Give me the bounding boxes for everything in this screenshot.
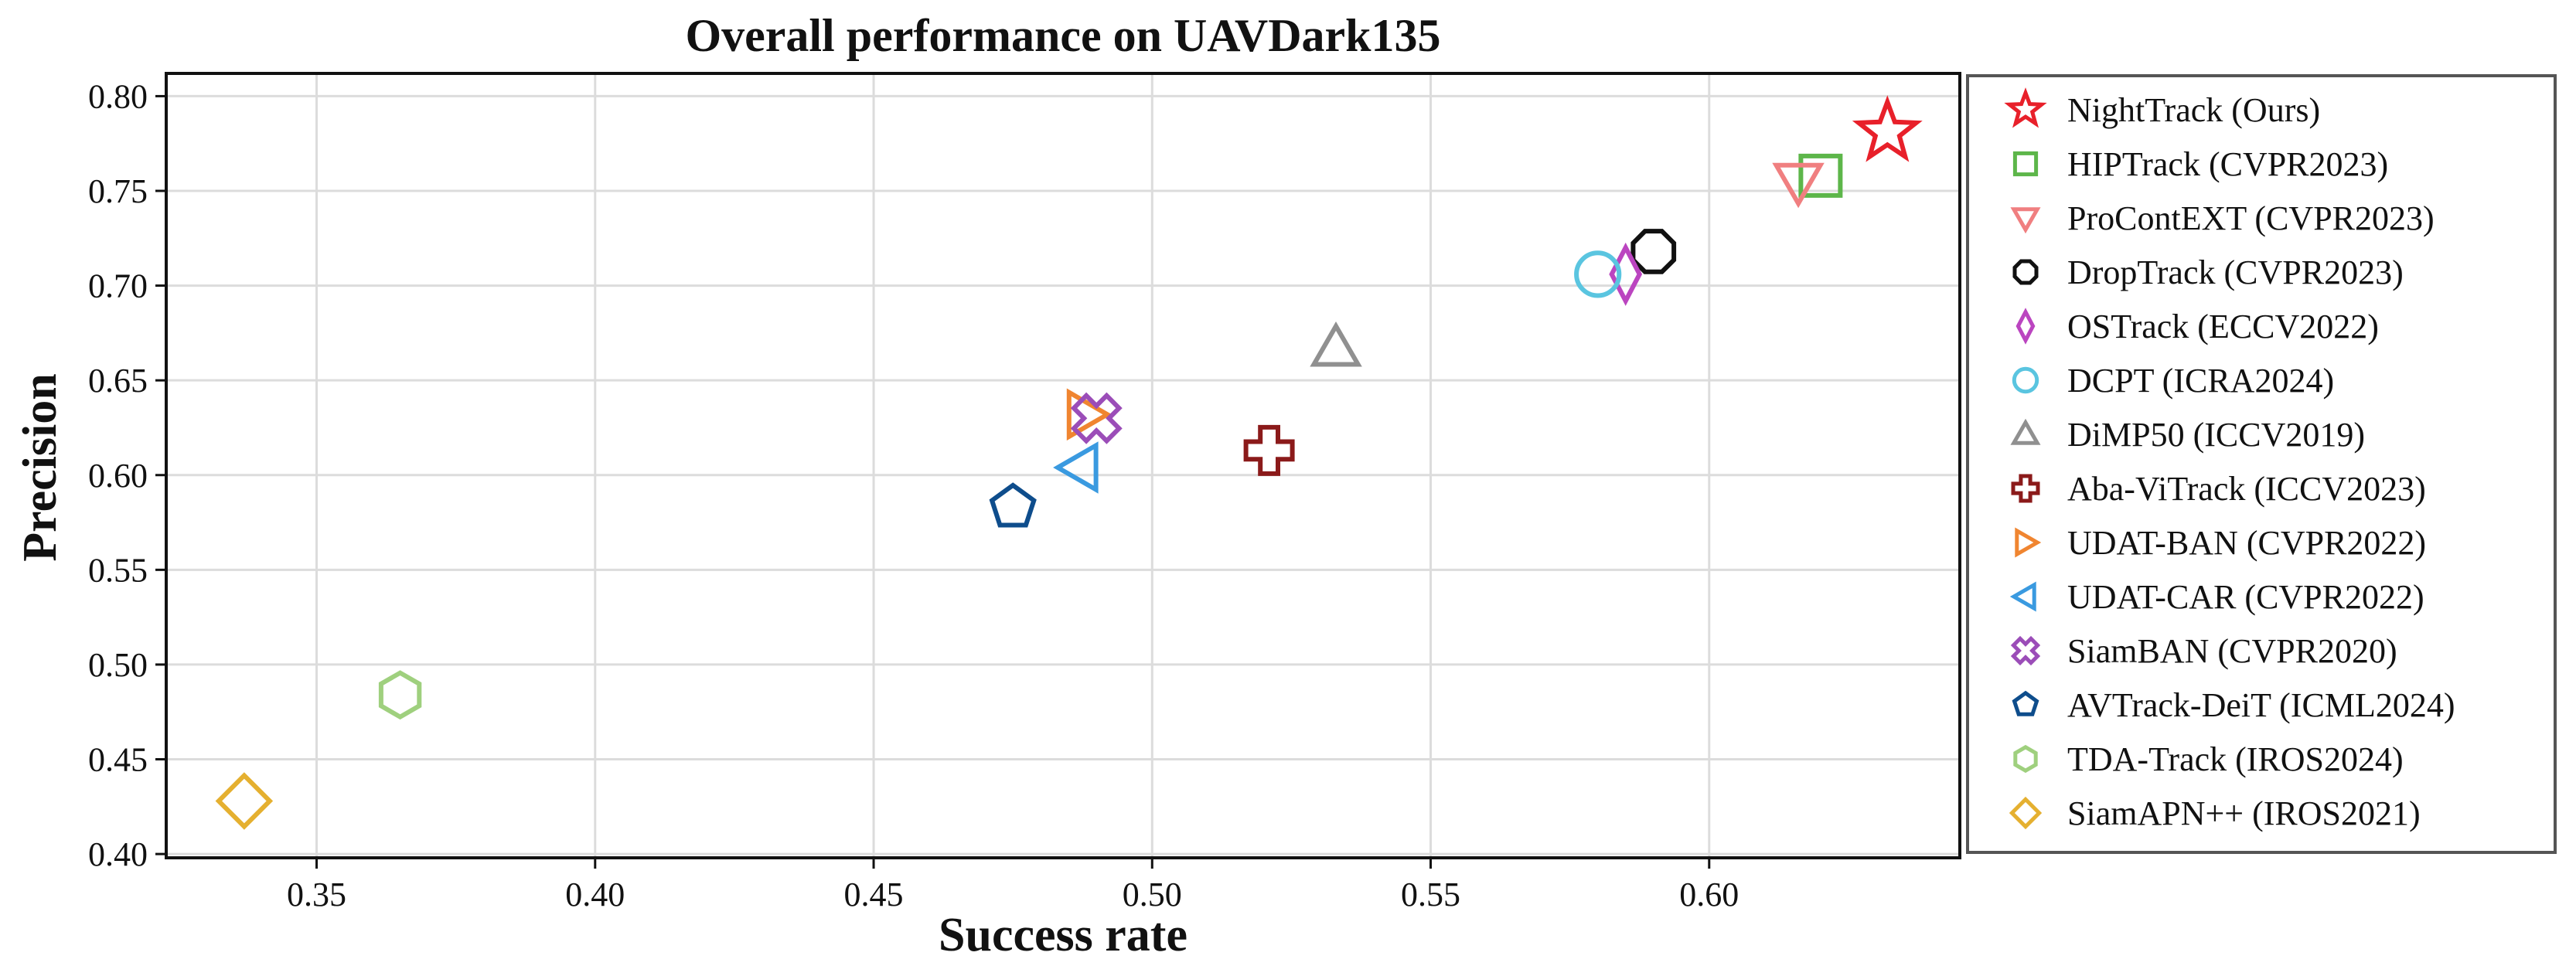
legend-marker [2012,690,2039,716]
data-point [1798,153,1843,198]
data-point [1243,424,1295,476]
legend-label: SiamAPN++ (IROS2021) [2067,794,2421,832]
data-point [1066,388,1113,441]
legend-label: Aba-ViTrack (ICCV2023) [2067,470,2426,508]
x-tick-label: 0.35 [287,876,346,913]
legend-marker [2010,207,2041,234]
x-tick-label: 0.50 [1123,876,1182,913]
legend-label: ProContEXT (CVPR2023) [2067,199,2435,237]
y-tick-label: 0.40 [88,835,148,873]
y-axis-title: Precision [14,373,66,561]
legend-marker [2015,308,2036,345]
legend-label: UDAT-BAN (CVPR2022) [2067,524,2426,562]
legend-marker [2012,259,2039,285]
data-point [1852,95,1923,162]
legend-label: HIPTrack (CVPR2023) [2067,145,2388,183]
legend-marker [2009,581,2036,612]
y-tick-label: 0.60 [88,457,148,495]
x-tick-label: 0.40 [565,876,625,913]
x-tick-label: 0.45 [844,876,904,913]
data-point [1772,162,1825,209]
x-axis-title: Success rate [939,909,1187,961]
legend-marker [2013,744,2038,774]
y-tick-label: 0.55 [88,551,148,589]
x-tick-label: 0.55 [1401,876,1460,913]
legend-marker [2009,796,2043,830]
x-tick-label: 0.60 [1679,876,1739,913]
legend-box [1966,74,2557,854]
chart-title: Overall performance on UAVDark135 [685,10,1440,61]
y-tick-label: 0.65 [88,362,148,400]
legend-label: SiamBAN (CVPR2020) [2067,632,2397,670]
plot-area-frame [165,72,1961,859]
legend-label: DiMP50 (ICCV2019) [2067,416,2365,454]
legend-label: TDA-Track (IROS2024) [2067,740,2404,778]
legend-marker [2010,635,2041,666]
y-tick-label: 0.45 [88,741,148,779]
data-point [215,772,274,830]
data-point [989,482,1037,528]
data-point [1574,250,1622,298]
legend-label: DropTrack (CVPR2023) [2067,253,2404,291]
data-point [1053,441,1099,494]
data-point [1310,321,1362,367]
legend-label: NightTrack (Ours) [2067,91,2320,129]
y-tick-label: 0.75 [88,172,148,210]
legend-marker [2004,87,2047,128]
legend-label: AVTrack-DeiT (ICML2024) [2067,686,2455,724]
legend-marker [2012,366,2039,394]
legend-label: OSTrack (ECCV2022) [2067,308,2379,345]
y-tick-label: 0.80 [88,77,148,115]
legend-marker [2011,474,2040,503]
y-tick-label: 0.50 [88,646,148,684]
data-point [1070,392,1123,444]
legend-marker [2012,151,2039,177]
y-tick-label: 0.70 [88,267,148,305]
data-point [378,670,422,720]
legend-marker [2010,418,2041,445]
legend-label: UDAT-CAR (CVPR2022) [2067,578,2424,616]
data-point [1630,229,1677,274]
legend-marker [2015,527,2042,558]
legend-label: DCPT (ICRA2024) [2067,362,2334,400]
